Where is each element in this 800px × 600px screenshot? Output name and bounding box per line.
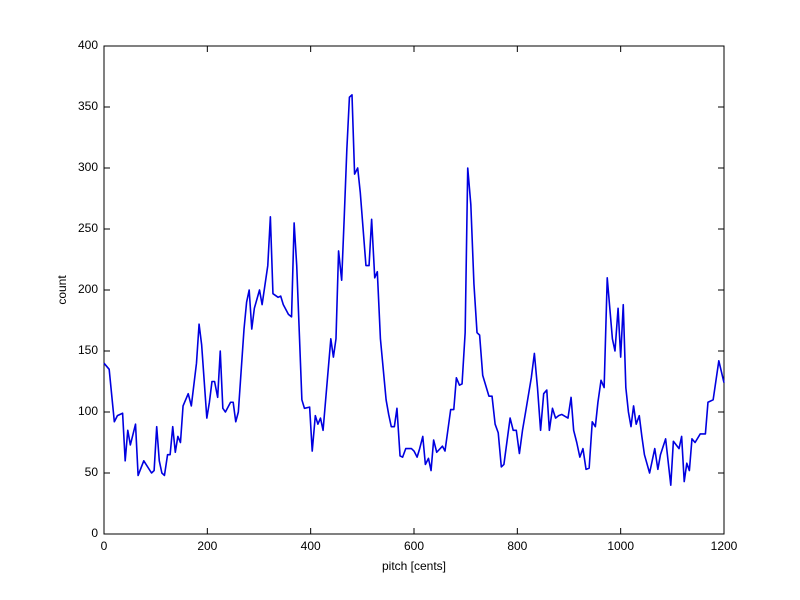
y-axis-label: count bbox=[55, 275, 69, 305]
x-axis-label: pitch [cents] bbox=[382, 559, 446, 573]
plot-frame bbox=[103, 45, 725, 535]
data-line bbox=[103, 94, 725, 486]
y-tick-label: 400 bbox=[78, 38, 98, 52]
x-tick-label: 0 bbox=[101, 539, 108, 553]
x-tick-label: 1200 bbox=[711, 539, 738, 553]
y-tick-label: 100 bbox=[78, 404, 98, 418]
x-tick-label: 600 bbox=[404, 539, 424, 553]
y-tick-label: 0 bbox=[91, 526, 98, 540]
y-tick-label: 50 bbox=[85, 465, 99, 479]
y-tick-label: 150 bbox=[78, 343, 98, 357]
y-tick-label: 350 bbox=[78, 99, 98, 113]
x-tick-label: 1000 bbox=[607, 539, 634, 553]
y-tick-label: 200 bbox=[78, 282, 98, 296]
x-tick-label: 400 bbox=[301, 539, 321, 553]
x-tick-label: 800 bbox=[507, 539, 527, 553]
x-tick-label: 200 bbox=[197, 539, 217, 553]
y-tick-label: 300 bbox=[78, 160, 98, 174]
y-tick-label: 250 bbox=[78, 221, 98, 235]
